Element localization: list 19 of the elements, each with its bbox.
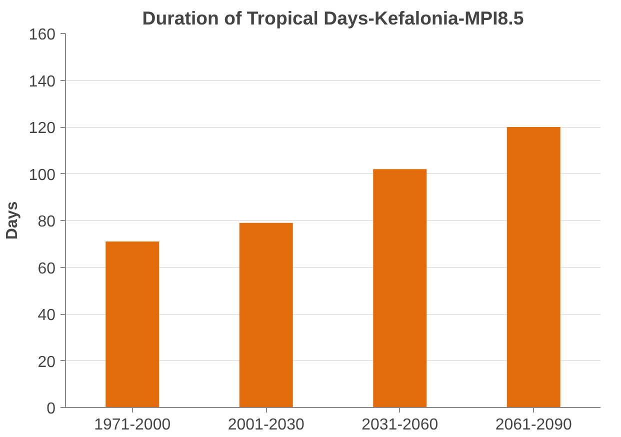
x-tick-label: 2061-2090 — [495, 416, 572, 434]
y-tick-label: 20 — [38, 354, 56, 371]
bar — [373, 169, 427, 408]
bar — [239, 222, 293, 408]
y-tick-label: 100 — [28, 166, 56, 184]
bar — [506, 127, 560, 408]
bar — [106, 242, 160, 408]
x-tick-label: 2001-2030 — [228, 416, 304, 434]
y-tick-label: 60 — [38, 260, 56, 278]
y-tick-label: 80 — [38, 214, 56, 230]
y-tick-label: 140 — [28, 73, 56, 90]
x-tick-label: 1971-2000 — [94, 416, 171, 434]
y-tick-label: 160 — [28, 26, 56, 44]
chart-title: Duration of Tropical Days-Kefalonia-MPI8.5 — [142, 8, 524, 28]
y-tick-label: 40 — [38, 307, 56, 324]
y-tick-label: 120 — [28, 120, 56, 137]
y-tick-label: 0 — [46, 400, 56, 418]
y-axis-title: Days — [4, 201, 21, 240]
x-tick-label: 2031-2060 — [362, 416, 438, 434]
